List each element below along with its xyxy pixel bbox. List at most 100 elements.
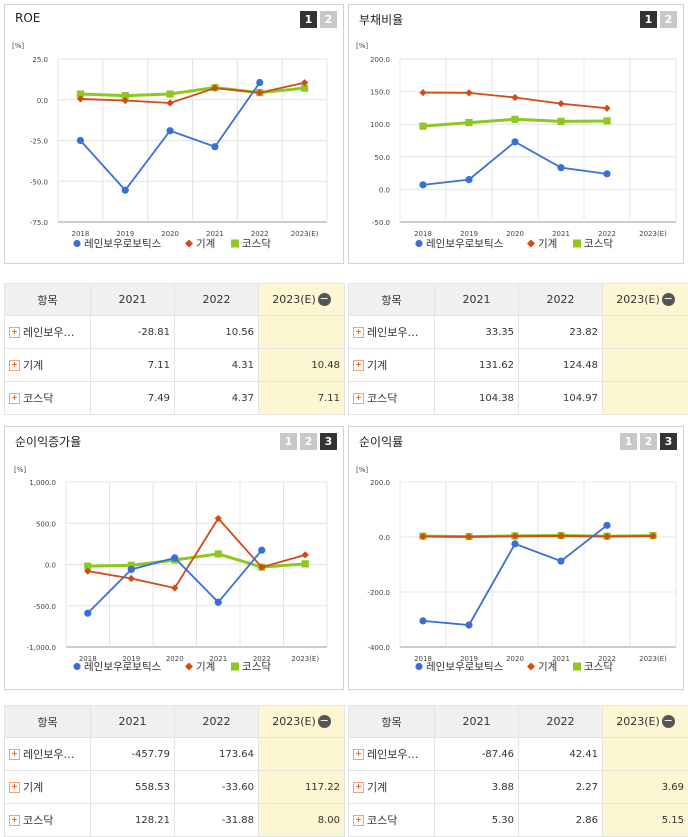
series-line [80, 83, 259, 191]
data-point[interactable] [302, 560, 309, 567]
x-tick-label: 2021 [552, 230, 570, 238]
data-point[interactable] [419, 617, 426, 624]
data-point[interactable] [215, 599, 222, 606]
legend-marker [231, 240, 239, 248]
legend: 레인보우로보틱스 기계 코스닥 [73, 238, 271, 250]
x-tick-label: 2020 [506, 655, 524, 663]
data-point[interactable] [84, 610, 91, 617]
legend-marker [415, 663, 422, 670]
legend-label: 코스닥 [242, 238, 271, 250]
x-tick-label: 2018 [414, 230, 432, 238]
data-point[interactable] [77, 137, 84, 144]
legend-label: 레인보우로보틱스 [426, 661, 504, 673]
legend-marker [527, 240, 535, 248]
legend-marker [415, 240, 422, 247]
y-tick-label: -50.0 [30, 178, 48, 186]
x-tick-label: 2019 [116, 230, 134, 238]
data-point[interactable] [465, 621, 472, 628]
y-tick-label: 50.0 [374, 154, 390, 162]
data-point[interactable] [171, 554, 178, 561]
data-point[interactable] [603, 170, 610, 177]
data-point[interactable] [511, 540, 518, 547]
series-line [423, 536, 653, 537]
legend-label: 레인보우로보틱스 [426, 238, 504, 250]
data-point[interactable] [603, 105, 610, 112]
legend-marker [185, 240, 193, 248]
data-point[interactable] [258, 547, 265, 554]
legend-marker [73, 663, 80, 670]
y-tick-label: 0.0 [379, 186, 390, 194]
data-point[interactable] [128, 566, 135, 573]
data-point[interactable] [511, 138, 518, 145]
y-tick-label: 0.0 [37, 97, 48, 105]
data-point[interactable] [302, 551, 309, 558]
x-tick-label: 2020 [506, 230, 524, 238]
y-tick-label: 0.0 [45, 562, 56, 570]
data-point[interactable] [256, 79, 263, 86]
y-tick-label: -400.0 [367, 644, 390, 652]
y-tick-label: -50.0 [372, 219, 390, 227]
x-tick-label: 2020 [161, 230, 179, 238]
data-point[interactable] [557, 164, 564, 171]
data-point[interactable] [465, 89, 472, 96]
data-point[interactable] [128, 575, 135, 582]
y-tick-label: 25.0 [32, 56, 48, 64]
data-point[interactable] [166, 127, 173, 134]
data-point[interactable] [122, 187, 129, 194]
data-point[interactable] [211, 143, 218, 150]
legend-marker [231, 663, 239, 671]
y-tick-label: 150.0 [370, 89, 390, 97]
legend-label: 코스닥 [584, 238, 613, 250]
legend-label: 레인보우로보틱스 [84, 661, 162, 673]
x-tick-label: 2023(E) [291, 230, 319, 238]
data-point[interactable] [215, 550, 222, 557]
data-point[interactable] [511, 116, 518, 123]
data-point[interactable] [465, 176, 472, 183]
y-tick-label: 200.0 [370, 56, 390, 64]
legend-marker [73, 240, 80, 247]
legend-marker [185, 663, 193, 671]
y-tick-label: 0.0 [379, 534, 390, 542]
data-point[interactable] [166, 90, 173, 97]
x-tick-label: 2022 [251, 230, 269, 238]
y-tick-label: 200.0 [370, 479, 390, 487]
data-point[interactable] [603, 522, 610, 529]
legend-label: 기계 [538, 238, 557, 250]
legend-label: 기계 [196, 661, 215, 673]
legend-marker [573, 663, 581, 671]
data-point[interactable] [419, 89, 426, 96]
data-point[interactable] [419, 123, 426, 130]
data-point[interactable] [603, 117, 610, 124]
x-tick-label: 2019 [460, 230, 478, 238]
legend-label: 기계 [538, 661, 557, 673]
x-tick-label: 2018 [72, 230, 90, 238]
legend-label: 코스닥 [584, 661, 613, 673]
legend-label: 코스닥 [242, 661, 271, 673]
legend-label: 레인보우로보틱스 [84, 238, 162, 250]
legend-label: 기계 [196, 238, 215, 250]
data-point[interactable] [557, 557, 564, 564]
y-tick-label: -200.0 [367, 589, 390, 597]
data-point[interactable] [419, 181, 426, 188]
x-tick-label: 2021 [206, 230, 224, 238]
x-tick-label: 2020 [166, 655, 184, 663]
y-tick-label: -1,000.0 [27, 644, 56, 652]
y-tick-label: -25.0 [30, 138, 48, 146]
series-line [423, 142, 607, 185]
y-tick-label: -500.0 [33, 603, 56, 611]
data-point[interactable] [511, 94, 518, 101]
x-tick-label: 2023(E) [639, 230, 667, 238]
data-point[interactable] [465, 119, 472, 126]
y-tick-label: -75.0 [30, 219, 48, 227]
y-tick-label: 500.0 [36, 520, 56, 528]
x-tick-label: 2023(E) [291, 655, 319, 663]
data-point[interactable] [166, 99, 173, 106]
data-point[interactable] [557, 118, 564, 125]
x-tick-label: 2022 [598, 230, 616, 238]
line-chart: 25.0 0.0 -25.0 -50.0 -75.0 2018 2019 2020 2021 20… [30, 56, 327, 238]
x-tick-label: 2023(E) [639, 655, 667, 663]
y-tick-label: 1,000.0 [29, 479, 56, 487]
data-point[interactable] [557, 100, 564, 107]
